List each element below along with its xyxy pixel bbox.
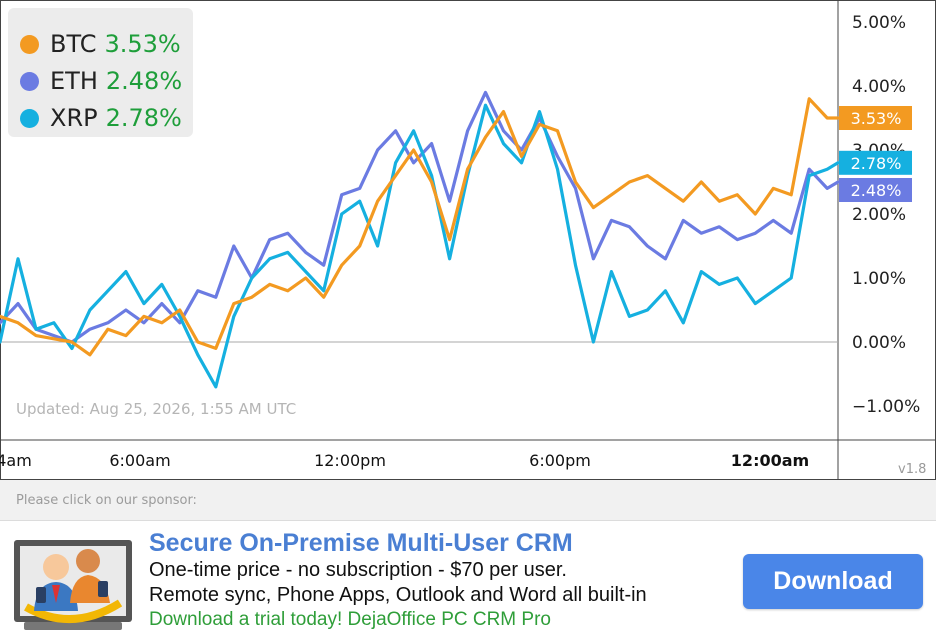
x-tick-label: 4am bbox=[0, 451, 32, 470]
y-tick-label: 5.00% bbox=[852, 13, 906, 33]
series-line-xrp bbox=[0, 103, 840, 389]
legend-value: 3.53% bbox=[104, 30, 181, 58]
y-tick-label: 4.00% bbox=[852, 77, 906, 97]
badge-bg bbox=[839, 150, 912, 175]
price-chart: 5.00%4.00%3.00%2.00%1.00%0.00%−1.00%4am6… bbox=[0, 0, 936, 480]
updated-timestamp: Updated: Aug 25, 2026, 1:55 AM UTC bbox=[16, 400, 297, 418]
legend-item-btc[interactable]: BTC 3.53% bbox=[20, 26, 181, 62]
badge-label: 3.53% bbox=[851, 109, 902, 128]
series-lines bbox=[0, 90, 840, 389]
badge-bg bbox=[839, 106, 912, 130]
badge-label: 2.48% bbox=[851, 181, 902, 200]
y-tick-label: 2.00% bbox=[852, 205, 906, 225]
x-tick-label: 12:00pm bbox=[314, 451, 386, 470]
y-tick-label: 1.00% bbox=[852, 269, 906, 289]
legend-value: 2.48% bbox=[105, 67, 183, 95]
badge-bg bbox=[839, 178, 912, 202]
legend-name: BTC bbox=[50, 30, 97, 58]
ad-cta[interactable]: Download a trial today! DejaOffice PC CR… bbox=[149, 609, 551, 630]
download-button[interactable]: Download bbox=[743, 554, 923, 609]
legend-value: 2.78% bbox=[105, 104, 182, 132]
version-label: v1.8 bbox=[898, 462, 927, 477]
value-badge-btc: 3.53% bbox=[839, 106, 912, 130]
value-badge-xrp: 2.78% bbox=[839, 150, 912, 175]
badge-label: 2.78% bbox=[851, 154, 902, 173]
xrp-dot-icon bbox=[20, 108, 39, 128]
value-badges: 3.53% 2.48% 2.78% bbox=[839, 106, 912, 202]
y-tick-label: 0.00% bbox=[852, 333, 906, 353]
sponsor-label: Please click on our sponsor: bbox=[16, 493, 197, 508]
ad-line-2: Remote sync, Phone Apps, Outlook and Wor… bbox=[149, 584, 647, 606]
series-line-btc bbox=[0, 97, 840, 357]
crm-people-laptop-icon[interactable] bbox=[12, 537, 134, 638]
ad-title[interactable]: Secure On-Premise Multi-User CRM bbox=[149, 529, 573, 557]
legend-item-eth[interactable]: ETH 2.48% bbox=[20, 63, 182, 99]
ad-text[interactable]: Secure On-Premise Multi-User CRM One-tim… bbox=[149, 529, 647, 632]
axes: 5.00%4.00%3.00%2.00%1.00%0.00%−1.00%4am6… bbox=[0, 0, 936, 480]
x-tick-label: 6:00am bbox=[109, 451, 170, 470]
legend-name: ETH bbox=[50, 67, 98, 95]
value-badge-eth: 2.48% bbox=[839, 178, 912, 202]
sponsor-section: Please click on our sponsor: Secure On-P… bbox=[0, 480, 936, 641]
y-tick-label: −1.00% bbox=[852, 397, 920, 417]
eth-dot-icon bbox=[20, 71, 39, 91]
x-tick-label: 6:00pm bbox=[529, 451, 591, 470]
btc-dot-icon bbox=[20, 34, 39, 54]
legend: BTC 3.53% ETH 2.48% XRP 2.78% bbox=[8, 8, 193, 137]
x-tick-label: 12:00am bbox=[731, 451, 809, 470]
ad-line-1: One-time price - no subscription - $70 p… bbox=[149, 559, 567, 581]
chart-area: 5.00%4.00%3.00%2.00%1.00%0.00%−1.00%4am6… bbox=[0, 0, 936, 480]
legend-name: XRP bbox=[50, 104, 98, 132]
sponsor-ad[interactable]: Secure On-Premise Multi-User CRM One-tim… bbox=[0, 520, 936, 641]
legend-item-xrp[interactable]: XRP 2.78% bbox=[20, 100, 182, 136]
